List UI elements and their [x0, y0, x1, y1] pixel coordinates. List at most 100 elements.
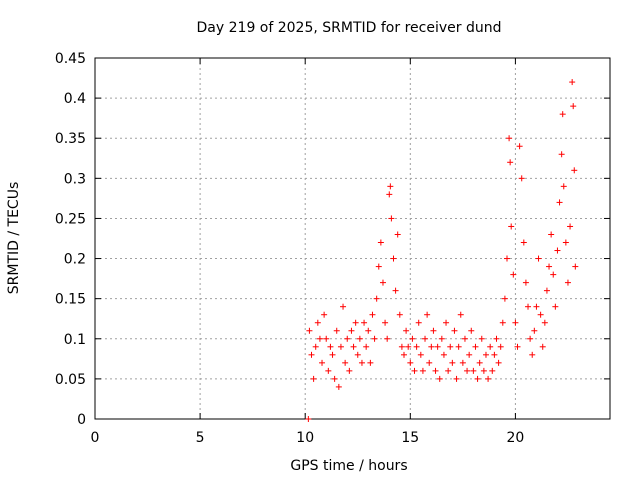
- data-point: [411, 367, 418, 374]
- data-point: [377, 239, 384, 246]
- x-tick-label: 20: [506, 430, 524, 446]
- data-point: [457, 311, 464, 318]
- data-point: [375, 263, 382, 270]
- data-point: [424, 311, 431, 318]
- data-point: [365, 327, 372, 334]
- data-point: [354, 351, 361, 358]
- data-point: [529, 351, 536, 358]
- data-point: [453, 375, 460, 382]
- data-point: [382, 319, 389, 326]
- y-tick-label: 0.35: [55, 131, 86, 147]
- data-point: [506, 135, 513, 142]
- plot-frame: [94, 57, 611, 420]
- data-point: [352, 319, 359, 326]
- data-point: [361, 319, 368, 326]
- y-tick-label: 0.3: [64, 171, 86, 187]
- data-point: [512, 319, 519, 326]
- data-point: [455, 343, 462, 350]
- data-point: [464, 367, 471, 374]
- data-point: [558, 151, 565, 158]
- data-point: [537, 311, 544, 318]
- data-point: [497, 343, 504, 350]
- data-point: [482, 351, 489, 358]
- data-point: [401, 351, 407, 358]
- data-point: [550, 271, 557, 278]
- data-point: [556, 199, 563, 206]
- data-point: [312, 343, 319, 350]
- data-point: [470, 367, 477, 374]
- data-point: [510, 271, 517, 278]
- data-point: [499, 319, 506, 326]
- data-point: [346, 367, 353, 374]
- y-tick-label: 0.4: [64, 91, 86, 107]
- data-point: [387, 183, 394, 190]
- data-point: [384, 335, 391, 342]
- data-point: [564, 279, 571, 286]
- y-axis-label: SRMTID / TECUs: [6, 182, 22, 295]
- data-point: [314, 319, 321, 326]
- y-tick-label: 0: [77, 412, 86, 428]
- data-point: [426, 359, 433, 366]
- data-point: [358, 359, 365, 366]
- data-point: [396, 311, 403, 318]
- data-point: [518, 175, 525, 182]
- data-point: [415, 319, 422, 326]
- data-point: [533, 303, 540, 310]
- data-point: [419, 367, 426, 374]
- data-point: [531, 327, 538, 334]
- data-point: [356, 335, 363, 342]
- data-point: [572, 263, 579, 270]
- data-point: [508, 223, 515, 230]
- axes-layer: 0 0.05 0.1 0.15 0.2 0.25 0.3 0.35 0.4 0.45 0 5 10 15 2…: [55, 51, 611, 446]
- data-point: [474, 375, 481, 382]
- data-point: [485, 375, 492, 382]
- data-point: [333, 327, 340, 334]
- data-point: [476, 359, 483, 366]
- data-point: [306, 327, 313, 334]
- data-point: [428, 343, 435, 350]
- data-point: [489, 367, 496, 374]
- data-point: [567, 223, 574, 230]
- data-point: [459, 359, 466, 366]
- data-point: [451, 327, 458, 334]
- data-point: [516, 143, 523, 150]
- data-point: [543, 287, 550, 294]
- data-point: [337, 343, 344, 350]
- data-points: [305, 79, 579, 422]
- data-point: [493, 335, 500, 342]
- data-point: [443, 319, 450, 326]
- data-point: [323, 335, 330, 342]
- data-point: [321, 311, 328, 318]
- data-point: [367, 359, 374, 366]
- grid-layer: [95, 58, 610, 419]
- data-point: [413, 343, 420, 350]
- data-point: [379, 279, 386, 286]
- data-point: [388, 215, 395, 222]
- data-point: [525, 303, 532, 310]
- data-point: [373, 295, 380, 302]
- data-point: [434, 343, 441, 350]
- data-point: [522, 279, 529, 286]
- data-point: [386, 191, 393, 198]
- data-point: [316, 335, 323, 342]
- data-point: [394, 231, 401, 238]
- x-tick-label: 0: [91, 430, 100, 446]
- data-point: [548, 231, 555, 238]
- data-point: [305, 416, 312, 422]
- data-point: [348, 327, 355, 334]
- data-point: [461, 335, 468, 342]
- data-point: [440, 351, 447, 358]
- data-point: [436, 375, 443, 382]
- data-point: [390, 255, 397, 262]
- data-point: [560, 183, 567, 190]
- x-axis-label: GPS time / hours: [290, 458, 407, 474]
- data-point: [432, 367, 439, 374]
- data-point: [449, 359, 456, 366]
- data-point: [447, 343, 454, 350]
- y-tick-label: 0.1: [64, 332, 86, 348]
- data-point: [371, 335, 378, 342]
- data-point: [487, 343, 494, 350]
- data-point: [520, 239, 527, 246]
- data-point: [403, 327, 410, 334]
